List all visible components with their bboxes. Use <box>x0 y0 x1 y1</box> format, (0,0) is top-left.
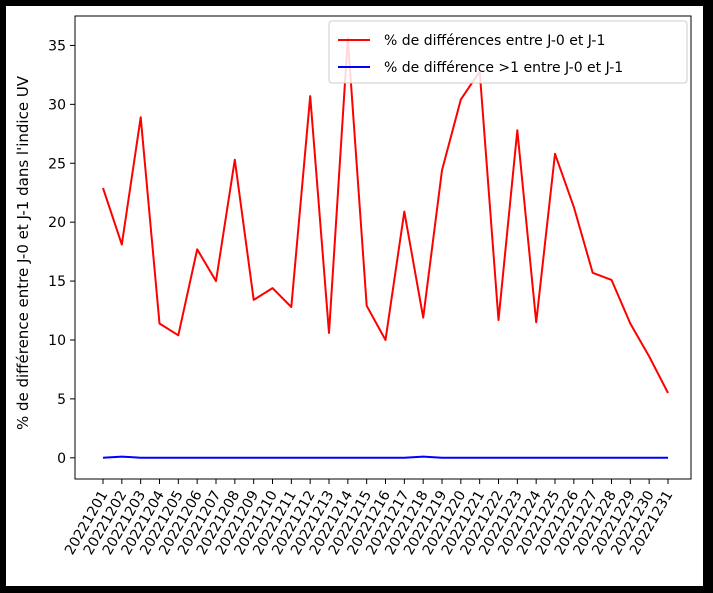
y-tick-label: 25 <box>48 156 66 172</box>
y-tick-label: 5 <box>57 392 66 408</box>
plot-border <box>74 15 692 480</box>
y-axis-label: % de différence entre J-0 et J-1 dans l'… <box>14 75 32 430</box>
y-tick-label: 30 <box>48 97 66 113</box>
plot-area <box>74 15 692 480</box>
series-line-0 <box>102 37 669 394</box>
y-axis: 0 5 10 15 20 25 30 35 <box>48 38 75 467</box>
legend-label-1: % de différence >1 entre J-0 et J-1 <box>384 60 623 76</box>
y-tick-label: 15 <box>48 274 66 290</box>
x-axis: 2022120120221202202212032022120420221205… <box>62 479 676 558</box>
legend: % de différences entre J-0 et J-1 % de di… <box>328 20 688 84</box>
legend-label-0: % de différences entre J-0 et J-1 <box>384 33 605 49</box>
y-tick-label: 20 <box>48 215 66 231</box>
y-tick-label: 0 <box>57 451 66 467</box>
legend-box <box>328 20 688 84</box>
y-tick-label: 10 <box>48 333 66 349</box>
series-line-1 <box>102 455 668 459</box>
line-chart: 0 5 10 15 20 25 30 35 2022120120221202202212032… <box>14 15 692 558</box>
chart-frame: 0 5 10 15 20 25 30 35 20221201 20221202 20221203 2… <box>6 6 703 586</box>
y-tick-label: 35 <box>48 38 66 54</box>
